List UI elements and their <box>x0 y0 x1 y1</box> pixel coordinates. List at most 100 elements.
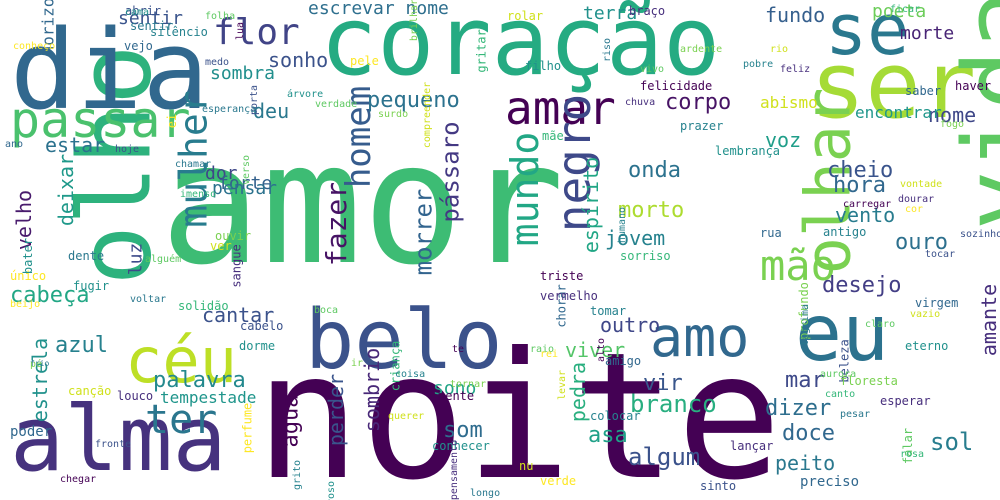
cloud-word-small: conhecer <box>432 439 490 453</box>
cloud-word: vento <box>835 203 896 227</box>
cloud-word-small: vazio <box>910 309 941 320</box>
cloud-word-small: nu <box>519 459 534 473</box>
cloud-word: asa <box>588 423 628 448</box>
cloud-word-small: verdade <box>315 99 358 110</box>
cloud-word-small: riso <box>602 37 614 63</box>
cloud-word: noite <box>255 316 782 500</box>
cloud-word: cabeça <box>10 283 90 308</box>
cloud-word: estar <box>45 133 106 157</box>
cloud-word: ser <box>810 32 977 139</box>
cloud-word-small: fogo <box>940 119 965 130</box>
cloud-word-small: raio <box>530 344 555 355</box>
cloud-word-small: dente <box>68 249 105 263</box>
cloud-word-small: verso <box>241 154 253 186</box>
cloud-word-small: triste <box>540 269 584 283</box>
cloud-word: amo <box>650 305 750 369</box>
cloud-word-small: cor <box>905 204 924 215</box>
cloud-word-small: sentir <box>130 19 174 33</box>
cloud-word-small: lançar <box>730 439 774 453</box>
cloud-word-small: chamar <box>175 159 212 170</box>
cloud-word-small: perfume <box>240 402 255 454</box>
cloud-word-small: filho <box>525 59 562 73</box>
cloud-word: amante <box>977 283 1000 357</box>
cloud-word: branco <box>630 390 717 418</box>
cloud-word: eu <box>795 289 889 379</box>
cloud-word-small: chegar <box>60 474 97 485</box>
cloud-word: viver <box>565 338 626 362</box>
cloud-word-small: rolar <box>507 9 544 23</box>
cloud-word-small: medo <box>205 57 230 68</box>
cloud-word-small: frio <box>30 359 50 368</box>
cloud-word-small: fronte <box>95 439 132 450</box>
cloud-word: mão <box>760 241 836 290</box>
cloud-word: fundo <box>765 3 826 27</box>
cloud-word-small: abrir <box>125 4 162 18</box>
cloud-word: belo <box>305 293 503 388</box>
cloud-word: dor <box>205 163 238 184</box>
cloud-word-small: cama <box>125 7 150 18</box>
cloud-word: coração <box>320 0 721 97</box>
cloud-word-small: gritar <box>474 29 489 73</box>
cloud-word: perder <box>324 373 349 447</box>
cloud-word-small: brilhar <box>409 0 421 42</box>
cloud-word-small: pobre <box>743 59 774 70</box>
cloud-word-small: humano <box>617 206 629 244</box>
cloud-word-small: aurora <box>820 369 857 380</box>
cloud-word-small: levar <box>557 369 569 401</box>
cloud-word-small: chuva <box>625 97 656 108</box>
cloud-word-small: pensamento <box>449 439 461 500</box>
cloud-word-small: verde <box>540 474 577 488</box>
cloud-word-small: coisa <box>395 369 426 380</box>
cloud-word-small: surdo <box>378 109 409 120</box>
cloud-word-small: grito <box>292 459 304 491</box>
cloud-word: morto <box>618 198 685 223</box>
cloud-word-small: único <box>10 269 47 283</box>
cloud-word: pensar <box>212 178 278 199</box>
cloud-word: forte <box>218 173 273 194</box>
cloud-word: sol <box>930 428 974 456</box>
cloud-word: água <box>278 394 304 448</box>
cloud-word: dizer <box>765 396 832 421</box>
cloud-word-small: sangue <box>229 244 244 288</box>
cloud-word: deixar <box>54 153 79 227</box>
cloud-word-small: louco <box>117 389 154 403</box>
cloud-word-small: amigo <box>605 354 642 368</box>
cloud-word: sonho <box>268 48 329 72</box>
cloud-word-small: virgem <box>915 296 959 310</box>
cloud-word-small: colocar <box>590 409 641 423</box>
cloud-word-small: ouvir <box>215 229 252 243</box>
cloud-word-small: feliz <box>780 64 811 75</box>
cloud-word: vir <box>643 371 683 396</box>
cloud-word: céu <box>125 324 237 397</box>
cloud-word-small: dourar <box>898 194 935 205</box>
cloud-word-small: alguém <box>145 254 182 265</box>
cloud-word-small: canção <box>68 384 112 398</box>
cloud-word: cheio <box>827 158 894 183</box>
cloud-word-small: folha <box>205 11 236 22</box>
cloud-word: ter <box>145 397 218 443</box>
cloud-word-small: ir <box>351 358 364 369</box>
cloud-word: estrela <box>28 337 53 423</box>
cloud-word-small: imenso <box>180 189 217 200</box>
cloud-word-small: tocar <box>925 249 956 260</box>
cloud-word: corpo <box>665 90 732 115</box>
cloud-word: onda <box>628 158 681 183</box>
cloud-word-small: tornar <box>450 379 487 390</box>
cloud-word-small: ver <box>210 239 232 253</box>
cloud-word-small: criança <box>388 340 403 392</box>
cloud-word-small: rua <box>760 226 782 240</box>
cloud-word-small: esperar <box>880 394 931 408</box>
cloud-word-small: sorriso <box>620 249 671 263</box>
cloud-word: tempestade <box>160 388 257 407</box>
cloud-word: sentir <box>118 8 184 29</box>
cloud-word: amar <box>505 81 616 135</box>
cloud-word: fazer <box>320 181 354 267</box>
cloud-word-small: mãe <box>542 129 564 143</box>
cloud-word: jovem <box>605 226 666 250</box>
cloud-word: algum <box>628 443 701 471</box>
cloud-word-small: carregar <box>843 199 892 210</box>
cloud-word: se <box>825 0 910 71</box>
cloud-word: dia <box>10 6 209 134</box>
cloud-word: morte <box>900 23 955 44</box>
cloud-word: espírito <box>579 156 604 254</box>
